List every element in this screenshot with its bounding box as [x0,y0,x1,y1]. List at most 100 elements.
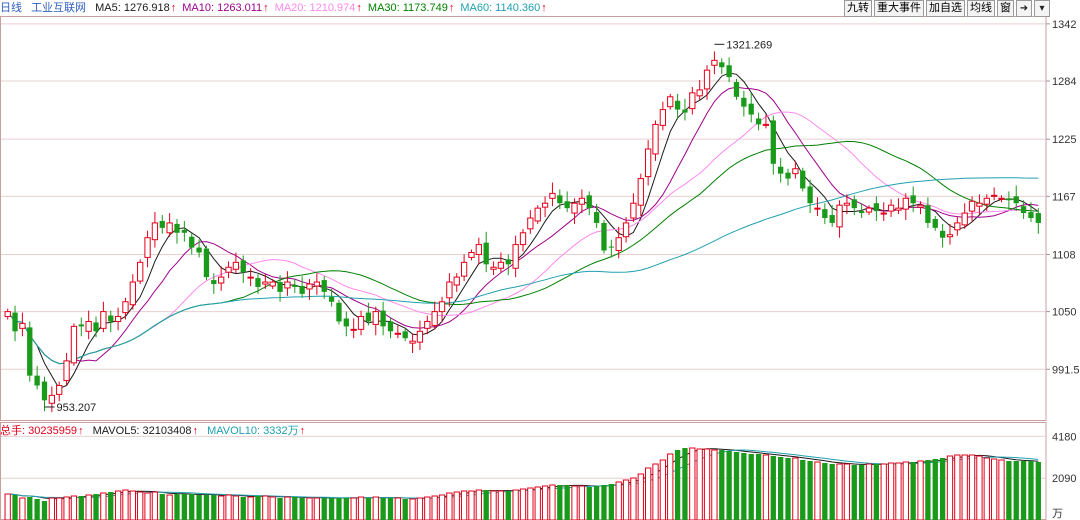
volume-bar-up [792,457,799,520]
candle-body-up [689,92,696,110]
volume-bar-down [726,451,732,520]
volume-bar-up [357,496,365,520]
candle-body-up [968,200,976,212]
candle-body-up [453,276,460,286]
volume-bar-down [78,496,84,520]
volume-bar-down [851,465,857,520]
candle-body-up [527,217,534,230]
up-arrow-icon: ↑ [299,425,306,437]
add-watchlist-button[interactable]: 加自选 [926,0,965,17]
volume-bar-down [829,464,835,520]
candle-body-down [41,381,48,401]
volume-bar-down [557,485,563,520]
candle-body-down [12,312,18,332]
candle-body-up [232,261,240,270]
triangle-down-icon[interactable]: ▾ [1034,0,1050,17]
arrow-right-bar-icon[interactable]: ➜ [1016,0,1032,17]
candle-body-down [800,170,806,189]
price-tick-label: 1284 [1052,76,1076,88]
volume-bar-down [741,453,747,520]
volume-bar-up [887,462,895,520]
volume-bar-down [682,448,688,520]
candle-body-down [726,65,732,78]
price-axis: 1342 1284 1225 1167 1108 1050 991.5 [1046,19,1080,376]
moving-average-button[interactable]: 均线 [967,0,995,17]
volume-bar-up [998,459,1005,520]
volume-bar-up [615,481,622,520]
candle-body-down [748,103,754,115]
candle-body-up [122,301,129,314]
volume-bar-up [460,490,468,520]
volume-bar-up [578,485,586,520]
candle-body-down [299,285,305,294]
volume-bar-up [630,477,637,520]
volume-bar-down [770,456,776,520]
candle-body-up [151,222,159,241]
volume-bar-up [144,492,151,520]
volume-bar-up [527,487,534,520]
volume-bar-up [416,497,424,520]
volume-bar-down [189,494,195,520]
candlesticks [4,51,1041,413]
volume-bar-up [56,497,63,520]
volume-bar-up [865,463,873,520]
volume-bar-down [800,460,806,520]
volume-bar-down [674,450,681,520]
volume-bar-down [1006,461,1012,520]
candle-body-down [108,315,114,322]
candle-body-down [255,278,261,287]
candle-body-down [483,242,489,265]
candle-body-down [1006,198,1012,201]
candle-body-down [189,236,195,248]
up-arrow-icon: ↑ [263,2,269,14]
candle-body-up [880,212,887,215]
volume-bar-up [100,492,107,520]
volume-bar-up [814,461,821,520]
price-tick-label: 1167 [1052,191,1076,203]
candle-body-up [129,281,136,306]
major-events-button[interactable]: 重大事件 [874,0,924,17]
candle-body-down [925,205,931,223]
volume-bar-up [762,454,770,520]
volume-bar-up [4,493,11,520]
ma-line [7,140,1039,365]
volume-bar-up [689,447,696,520]
candle-body-up [637,178,644,206]
candle-body-down [34,375,40,386]
candle-body-up [431,311,438,326]
volume-bar-down [292,497,298,520]
candle-body-down [770,120,776,164]
candle-body-down [778,166,784,174]
candle-body-up [711,59,718,66]
price-tick-label: 1108 [1052,249,1076,261]
candle-body-up [534,207,541,222]
volume-bar-up [667,453,674,520]
ma-legend-item: MA30: 1173.749 [367,2,448,14]
volume-bar-down [858,465,865,520]
volume-bar-down [778,457,784,520]
volume-bar-down [240,497,246,520]
window-button[interactable]: 窗 [997,0,1014,17]
volume-bar-up [512,489,519,520]
volume-bar-down [277,498,283,520]
candle-body-up [394,332,402,335]
candle-body-down [328,296,335,302]
candle-body-up [372,311,379,325]
candle-body-up [137,261,144,282]
candle-body-down [343,318,349,327]
volume-bar-down [733,452,740,520]
chart-toolbar: 九转 重大事件 加自选 均线 窗 ➜ ▾ [842,0,1050,17]
volume-bar-down [328,498,335,520]
volume-bar-down [586,487,592,520]
candle-body-up [63,360,70,382]
volume-bar-up [63,496,70,520]
price-tick-label: 1342 [1052,19,1076,31]
mavol10-label: MAVOL10: 3332万 [207,425,299,437]
volume-bar-up [983,457,990,520]
volume-bar-down [608,484,614,520]
volume-bar-up [247,496,254,520]
candle-body-down [564,201,570,209]
nine-turn-button[interactable]: 九转 [844,0,872,17]
candle-body-up [247,276,254,279]
